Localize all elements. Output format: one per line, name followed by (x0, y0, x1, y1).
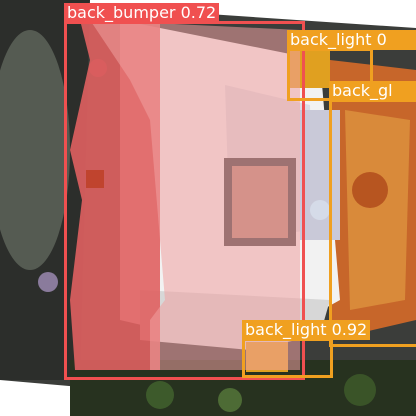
back-glass-box (329, 99, 416, 347)
back-light-bottom-box (242, 338, 333, 378)
back-glass-label: back_gl (329, 81, 416, 101)
back-bumper-label: back_bumper 0.72 (64, 3, 220, 23)
back-light-bottom-label: back_light 0.92 (242, 320, 371, 340)
back-light-top-label: back_light 0 (287, 30, 416, 50)
